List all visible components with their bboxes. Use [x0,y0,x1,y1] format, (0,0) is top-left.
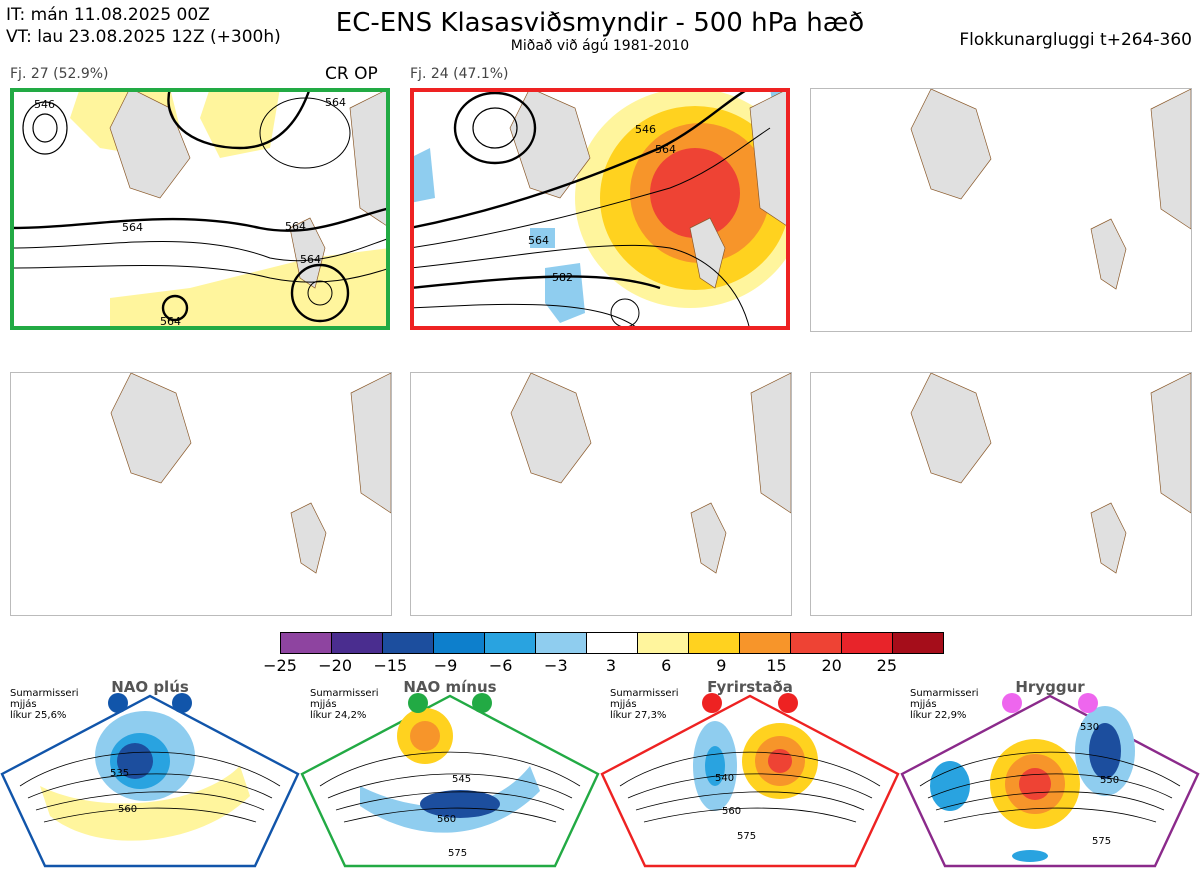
cluster-2-map-graphic [410,88,790,330]
regime-name: NAO plús [111,678,189,696]
cluster-1-tag: CR OP [325,64,378,84]
header-run-info: IT: mán 11.08.2025 00Z VT: lau 23.08.202… [6,4,281,48]
regime-prob: líkur 24,2% [310,710,367,721]
regime-meta: Sumarmisseri mjjás líkur 22,9% [910,688,978,721]
regime-contour-label: 560 [437,814,457,825]
cluster-2-label: Fj. 24 (47.1%) [410,66,509,82]
colorbar [280,632,944,654]
regime-name: NAO mínus [403,678,497,696]
regime-nao-plus-map [0,693,300,868]
empty-map-graphic [110,373,391,574]
regime-meta: Sumarmisseri mjjás líkur 27,3% [610,688,678,721]
colorbar-segment [689,633,740,653]
colorbar-tick-label: 6 [661,656,672,675]
colorbar-tick-label: −20 [318,656,353,675]
page-title: EC-ENS Klasasviðsmyndir - 500 hPa hæð [335,8,865,38]
contour-label: 546 [635,123,656,136]
regime-contour-label: 550 [1100,775,1120,786]
regime-blocking-map [600,693,900,868]
colorbar-segment [893,633,943,653]
regime-contour-label: 535 [110,768,130,779]
regime-contour-label: 530 [1080,722,1100,733]
classification-window: Flokkunargluggi t+264-360 [959,30,1192,50]
regime-meta: Sumarmisseri mjjás líkur 25,6% [10,688,78,721]
regime-ridge: Hryggur Sumarmisseri mjjás líkur 22,9% 5… [900,676,1200,871]
regime-meta: Sumarmisseri mjjás líkur 24,2% [310,688,378,721]
regime-name: Hryggur [1015,678,1085,696]
empty-map-graphic [510,373,791,574]
regime-contour-label: 560 [722,806,742,817]
regime-nao-plus: NAO plús Sumarmisseri mjjás líkur 25,6% … [0,676,300,871]
regime-contour-label: 575 [448,848,468,859]
empty-map-panel [10,372,392,616]
colorbar-segment [536,633,587,653]
colorbar-tick-label: −15 [373,656,408,675]
empty-map-panel [810,88,1192,332]
regime-ridge-map [900,693,1200,868]
regime-prob: líkur 22,9% [910,710,967,721]
colorbar-tick-label: −3 [544,656,568,675]
colorbar-segment [383,633,434,653]
cluster-1-map-graphic [10,88,390,330]
initial-time: IT: mán 11.08.2025 00Z [6,5,210,25]
contour-label: 564 [160,315,181,328]
regime-dist: mjjás [610,699,637,710]
contour-label: 582 [552,271,573,284]
regime-season: Sumarmisseri [310,688,379,699]
colorbar-segment [485,633,536,653]
colorbar-segment [281,633,332,653]
colorbar-tick-label: −6 [488,656,513,675]
regime-dist: mjjás [10,699,37,710]
regime-contour-label: 575 [1092,836,1112,847]
regime-prob: líkur 27,3% [610,710,667,721]
regime-contour-label: 545 [452,774,472,785]
regime-contour-label: 540 [715,773,735,784]
regime-season: Sumarmisseri [910,688,979,699]
colorbar-tick-label: 25 [876,656,898,675]
regime-name: Fyrirstaða [707,678,793,696]
regime-season: Sumarmisseri [610,688,679,699]
regime-blocking: Fyrirstaða Sumarmisseri mjjás líkur 27,3… [600,676,900,871]
valid-time: VT: lau 23.08.2025 12Z (+300h) [6,27,281,47]
regime-dist: mjjás [310,699,337,710]
colorbar-segment [587,633,638,653]
empty-map-graphic [910,373,1191,574]
contour-label: 546 [34,98,55,111]
contour-label: 564 [285,220,306,233]
colorbar-tick-label: −9 [433,656,458,675]
colorbar-segment [638,633,689,653]
colorbar-tick-label: 3 [605,656,617,675]
contour-label: 564 [122,221,143,234]
colorbar-tick-label: 15 [766,656,787,675]
colorbar-segment [842,633,893,653]
colorbar-tick-label: −25 [263,656,297,675]
colorbar-segment [791,633,842,653]
empty-map-panel [810,372,1192,616]
colorbar-segment [434,633,485,653]
cluster-2-map[interactable]: 546 564 564 582 [410,88,790,330]
regime-dist: mjjás [910,699,937,710]
contour-label: 564 [300,253,321,266]
colorbar-segment [332,633,383,653]
regime-contour-label: 575 [737,831,757,842]
regime-contour-label: 560 [118,804,138,815]
regime-season: Sumarmisseri [10,688,79,699]
regime-nao-minus: NAO mínus Sumarmisseri mjjás líkur 24,2%… [300,676,600,871]
colorbar-tick-label: 20 [821,656,842,675]
regime-nao-minus-map [300,693,600,868]
empty-map-panel [410,372,792,616]
empty-map-graphic [910,89,1191,290]
page-subtitle: Miðað við ágú 1981-2010 [510,38,690,54]
regime-prob: líkur 25,6% [10,710,67,721]
cluster-1-label: Fj. 27 (52.9%) [10,66,109,82]
contour-label: 564 [655,143,676,156]
cluster-1-map[interactable]: 546 564 564 564 564 564 [10,88,390,330]
contour-label: 564 [325,96,346,109]
colorbar-segment [740,633,791,653]
colorbar-tick-label: 9 [716,656,727,675]
contour-label: 564 [528,234,549,247]
